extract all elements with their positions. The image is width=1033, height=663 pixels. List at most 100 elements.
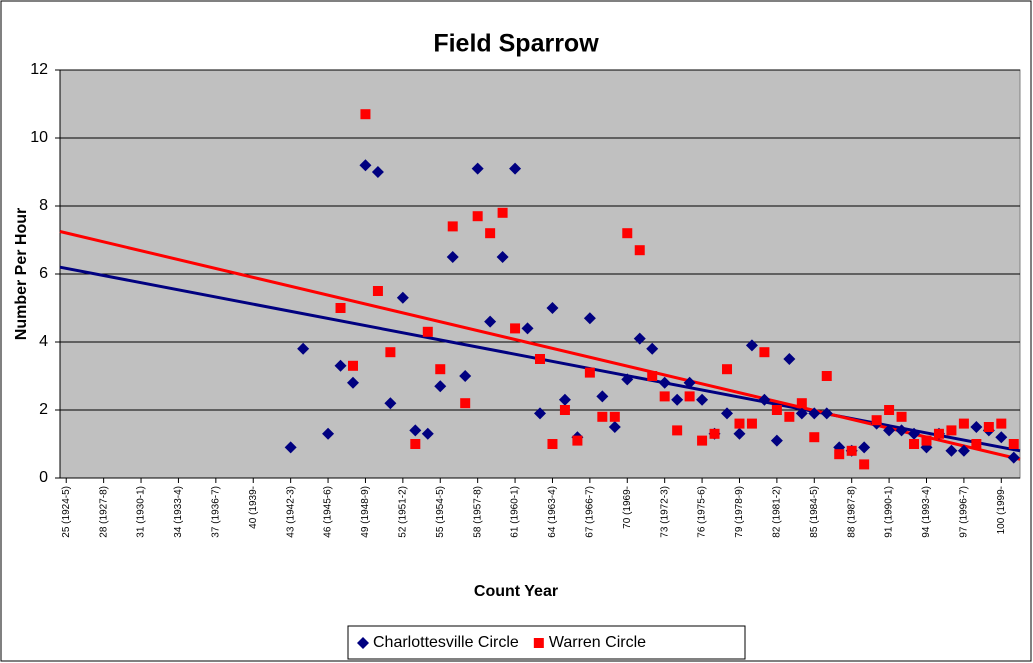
point	[484, 315, 497, 328]
point	[957, 444, 970, 457]
point	[547, 439, 558, 449]
x-tick-label: 88 (1987-8)	[846, 486, 857, 538]
point	[546, 302, 559, 314]
x-tick-label: 34 (1933-4)	[173, 486, 184, 538]
x-tick-label: 58 (1957-8)	[472, 486, 483, 538]
point	[746, 418, 757, 429]
x-tick-label: 73 (1972-3)	[659, 486, 670, 538]
point	[771, 405, 782, 415]
point	[759, 347, 770, 358]
point	[970, 421, 983, 433]
point	[734, 418, 745, 429]
legend-label: Charlottesville Circle	[373, 634, 519, 651]
point	[945, 444, 958, 457]
point	[446, 251, 459, 263]
point	[609, 411, 620, 422]
point	[360, 109, 371, 120]
point	[335, 303, 346, 313]
legend-marker	[533, 638, 544, 648]
trendline	[59, 230, 1021, 461]
point	[983, 422, 994, 432]
point	[322, 427, 335, 440]
point	[722, 364, 733, 375]
point	[496, 251, 509, 263]
point	[634, 245, 645, 256]
x-tick-label: 49 (1948-9)	[360, 486, 371, 538]
y-tick-label: 0	[39, 469, 48, 486]
point	[783, 353, 796, 365]
x-tick-label: 37 (1936-7)	[210, 486, 221, 538]
point	[697, 435, 708, 446]
point	[996, 418, 1007, 429]
point	[808, 407, 821, 420]
x-tick-label: 25 (1924-5)	[61, 486, 72, 538]
point	[659, 391, 670, 402]
point	[758, 393, 771, 406]
point	[509, 162, 522, 175]
point	[858, 441, 871, 454]
x-tick-label: 97 (1996-7)	[959, 486, 970, 538]
x-tick-label: 67 (1966-7)	[585, 486, 596, 538]
point	[683, 376, 696, 389]
x-tick-label: 64 (1963-4)	[547, 486, 558, 538]
point	[372, 286, 383, 296]
point	[933, 428, 944, 439]
point	[347, 360, 358, 371]
x-tick-label: 61 (1960-1)	[510, 486, 521, 538]
point	[834, 449, 845, 460]
point	[871, 415, 882, 426]
point	[721, 407, 734, 420]
x-tick-label: 85 (1984-5)	[809, 486, 820, 538]
x-axis-title: Count Year	[474, 583, 558, 600]
point	[384, 397, 397, 410]
point	[846, 445, 857, 456]
legend-marker	[357, 637, 369, 649]
point	[471, 162, 484, 175]
point	[633, 332, 646, 345]
point	[359, 159, 372, 172]
y-tick-label: 6	[39, 265, 48, 282]
point	[884, 405, 895, 415]
x-tick-label: 70 (1969-	[622, 486, 633, 529]
point	[909, 439, 920, 449]
point	[497, 207, 508, 218]
point	[883, 424, 896, 437]
point	[896, 411, 907, 422]
legend-box	[347, 625, 746, 660]
legend-label: Warren Circle	[549, 634, 646, 651]
point	[958, 418, 969, 429]
x-tick-label: 100 (1999-	[996, 486, 1007, 534]
x-tick-label: 91 (1990-1)	[884, 486, 895, 538]
y-tick-label: 4	[39, 333, 48, 350]
x-tick-label: 94 (1993-4)	[921, 486, 932, 538]
point	[584, 367, 595, 378]
point	[971, 439, 982, 449]
point	[346, 376, 359, 389]
point	[733, 427, 746, 440]
point	[396, 291, 409, 304]
point	[535, 354, 545, 364]
point	[821, 371, 832, 381]
x-tick-label: 40 (1939-	[248, 486, 259, 529]
chart-title: Field Sparrow	[433, 30, 599, 58]
x-tick-label: 52 (1951-2)	[397, 486, 408, 538]
point	[534, 407, 546, 420]
point	[447, 221, 458, 232]
y-tick-label: 12	[30, 61, 48, 78]
point	[409, 424, 422, 437]
point	[371, 166, 384, 178]
point	[921, 435, 932, 446]
point	[422, 326, 433, 337]
y-tick-label: 8	[39, 197, 48, 214]
x-tick-label: 55 (1954-5)	[435, 486, 446, 538]
point	[421, 427, 434, 440]
x-tick-label: 31 (1930-1)	[136, 486, 147, 538]
point	[995, 431, 1008, 444]
point	[621, 373, 634, 386]
point	[795, 407, 808, 420]
point	[809, 432, 820, 443]
point	[435, 364, 446, 375]
point	[684, 391, 695, 402]
x-tick-label: 76 (1975-6)	[697, 486, 708, 538]
